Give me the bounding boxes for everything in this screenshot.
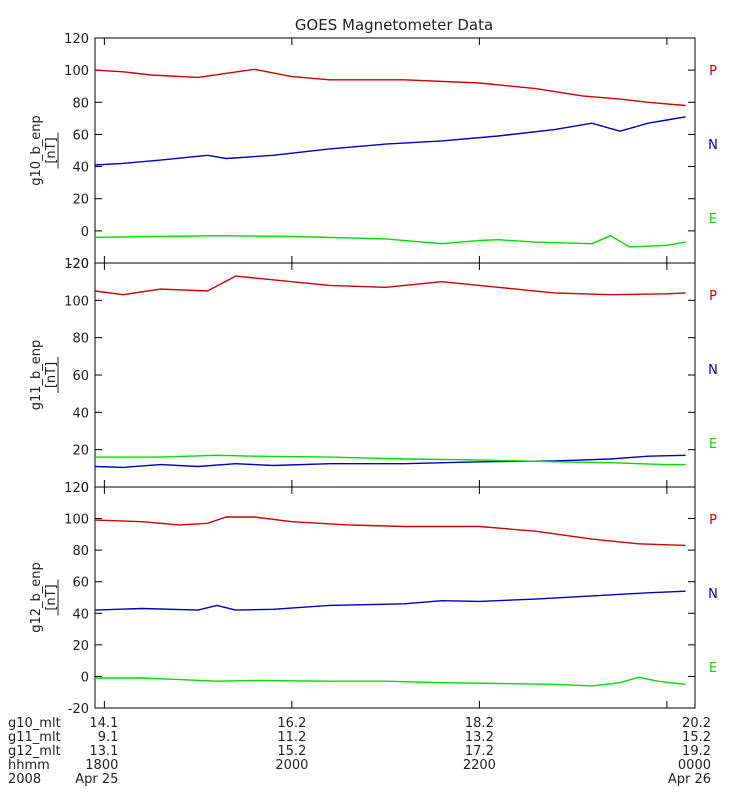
x-row-value: 16.2 <box>277 716 306 731</box>
y-tick-label: 120 <box>64 32 89 47</box>
y-tick-label: 60 <box>72 576 89 591</box>
y-axis-unit: [nT] <box>44 584 59 610</box>
y-tick-label: 80 <box>72 544 89 559</box>
y-axis-unit: [nT] <box>44 362 59 388</box>
y-tick-label: 120 <box>64 257 89 272</box>
y-tick-label: -20 <box>68 257 89 272</box>
legend-label-e: E <box>709 212 717 227</box>
x-row-name: 2008 <box>8 772 41 787</box>
y-tick-label: -20 <box>68 702 89 717</box>
x-row-value: 14.1 <box>89 716 118 731</box>
y-tick-label: 60 <box>72 369 89 384</box>
x-row-value: 20.2 <box>682 716 711 731</box>
y-tick-label: 40 <box>72 406 89 421</box>
y-tick-label: 0 <box>81 225 89 240</box>
series-line-p <box>94 275 686 296</box>
x-row-value: 17.2 <box>465 744 494 759</box>
x-row-name: g10_mlt <box>8 716 61 731</box>
legend-label-p: P <box>709 513 717 528</box>
legend-label-n: N <box>708 138 718 153</box>
legend-label-p: P <box>709 289 717 304</box>
series-line-p <box>94 516 686 547</box>
y-tick-label: 100 <box>64 294 89 309</box>
x-row-value: 11.2 <box>277 730 306 745</box>
legend-label-e: E <box>709 661 717 676</box>
y-axis-label: g12_b_enp <box>29 562 44 633</box>
y-tick-label: 20 <box>72 444 89 459</box>
x-row-value: 9.1 <box>98 730 119 745</box>
x-row-value: 19.2 <box>682 744 711 759</box>
x-row-value: 2200 <box>463 758 496 773</box>
series-line-e <box>95 454 686 466</box>
series-line-p <box>94 68 686 107</box>
series-line-e <box>94 234 686 248</box>
y-tick-label: 100 <box>64 513 89 528</box>
y-tick-label: 40 <box>72 607 89 622</box>
x-row-value: 15.2 <box>277 744 306 759</box>
chart-title: GOES Magnetometer Data <box>295 16 493 34</box>
x-row-value: 2000 <box>275 758 308 773</box>
y-axis-unit: [nT] <box>44 137 59 163</box>
x-row-value: 1800 <box>85 758 118 773</box>
y-tick-label: 80 <box>72 332 89 347</box>
legend-label-p: P <box>709 64 717 79</box>
y-tick-label: 0 <box>81 670 89 685</box>
y-tick-label: 0 <box>81 481 89 496</box>
y-axis-label: g11_b_enp <box>29 340 44 411</box>
x-row-value: 15.2 <box>682 730 711 745</box>
panel-frame <box>94 37 696 264</box>
series-line-n <box>94 590 686 611</box>
y-tick-label: 40 <box>72 161 89 176</box>
y-tick-label: 80 <box>72 96 89 111</box>
panel-frame <box>94 486 696 709</box>
x-row-name: hhmm <box>8 758 50 773</box>
panel-frame <box>94 262 696 488</box>
legend-label-e: E <box>709 437 717 452</box>
y-tick-label: 120 <box>64 481 89 496</box>
series-line-n <box>94 116 686 166</box>
y-tick-label: 100 <box>64 64 89 79</box>
x-row-value: 13.2 <box>465 730 494 745</box>
x-row-value: 18.2 <box>465 716 494 731</box>
x-row-value: 0000 <box>678 758 711 773</box>
y-tick-label: 20 <box>72 639 89 654</box>
y-tick-label: 60 <box>72 128 89 143</box>
x-row-value: Apr 26 <box>668 772 711 787</box>
legend-label-n: N <box>708 587 718 602</box>
y-axis-label: g10_b_enp <box>29 115 44 186</box>
x-row-name: g11_mlt <box>8 730 61 745</box>
series-line-e <box>95 676 686 687</box>
y-tick-label: 20 <box>72 193 89 208</box>
x-row-value: Apr 25 <box>75 772 118 787</box>
legend-label-n: N <box>708 363 718 378</box>
x-row-name: g12_mlt <box>8 744 61 759</box>
series-line-n <box>94 454 686 469</box>
x-row-value: 13.1 <box>89 744 118 759</box>
